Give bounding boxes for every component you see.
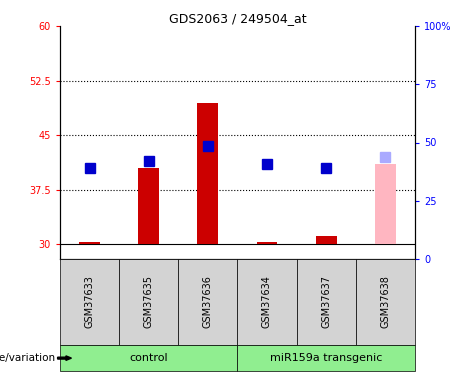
Bar [138,168,159,244]
Bar [79,242,100,244]
Bar [237,259,296,345]
Text: GSM37633: GSM37633 [84,275,95,328]
Text: genotype/variation: genotype/variation [0,353,55,363]
Bar [356,259,415,345]
Text: miR159a transgenic: miR159a transgenic [270,353,382,363]
Text: GSM37637: GSM37637 [321,275,331,328]
Title: GDS2063 / 249504_at: GDS2063 / 249504_at [169,12,306,25]
Text: GSM37635: GSM37635 [144,275,154,328]
Bar [237,345,415,371]
Text: control: control [130,353,168,363]
Bar [375,164,396,244]
Bar [257,242,278,244]
Bar [316,236,337,244]
Text: GSM37636: GSM37636 [203,275,213,328]
Bar [60,345,237,371]
Bar [197,102,218,244]
Text: GSM37634: GSM37634 [262,275,272,328]
Bar [60,259,119,345]
Text: GSM37638: GSM37638 [380,275,390,328]
Bar [178,259,237,345]
Bar [296,259,356,345]
Bar [119,259,178,345]
